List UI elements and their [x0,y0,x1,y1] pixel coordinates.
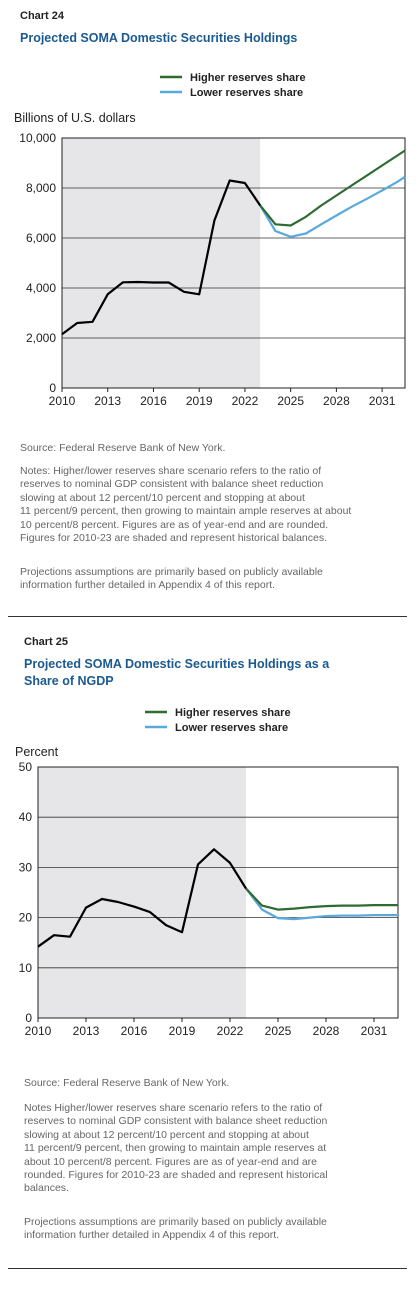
historical-shade [38,767,246,1018]
x-tick-label: 2028 [313,1024,340,1038]
notes-line: slowing at about 12 percent/10 percent a… [24,1128,309,1141]
y-tick-label: 50 [19,760,33,774]
y-tick-label: 4,000 [26,281,56,295]
projections-note: Projections assumptions are primarily ba… [20,566,410,593]
projections-line: Projections assumptions are primarily ba… [24,1216,327,1228]
legend-label-lower: Lower reserves share [175,722,288,734]
notes-line: slowing at about 12 percent/10 percent a… [20,491,305,504]
projections-note: Projections assumptions are primarily ba… [24,1216,409,1243]
chart-title: Projected SOMA Domestic Securities Holdi… [20,31,298,45]
source-text: Source: Federal Reserve Bank of New York… [20,442,226,454]
notes-block: Notes: Higher/lower reserves share scena… [20,465,410,545]
y-tick-label: 20 [19,911,33,925]
plot-frame [61,137,406,389]
notes-line: Figures for 2010-23 are shaded and repre… [20,532,328,545]
legend-label-higher: Higher reserves share [190,72,306,84]
notes-line: about 10 percent/8 percent. Figures are … [24,1155,318,1168]
x-tick-label: 2016 [121,1024,148,1038]
notes-line: Notes: Higher/lower reserves share scena… [20,465,322,477]
historical-shade [62,138,261,388]
y-axis-label: Percent [15,745,59,759]
source-text: Source: Federal Reserve Bank of New York… [24,1077,230,1089]
chart-label: Chart 25 [24,636,69,648]
y-tick-label: 8,000 [26,181,56,195]
y-tick-label: 0 [49,381,56,395]
notes-line: rounded. Figures for 2010-23 are shaded … [24,1169,328,1182]
plot-frame [37,766,399,1019]
projections-line: Projections assumptions are primarily ba… [20,566,323,578]
x-tick-label: 2019 [169,1024,196,1038]
notes-line: reserves to nominal GDP consistent with … [24,1115,328,1128]
projections-line: information further detailed in Appendix… [24,1229,280,1242]
notes-line: 11 percent/9 percent, then growing to ma… [20,505,352,518]
series-line-higher [245,887,398,911]
legend-label-lower: Lower reserves share [190,87,303,99]
y-axis-label: Billions of U.S. dollars [14,111,136,125]
series-line-lower [245,887,398,921]
divider [8,1268,407,1269]
projections-line: information further detailed in Appendix… [20,579,276,592]
notes-line: reserves to nominal GDP consistent with … [20,478,324,491]
series-line-higher [259,149,406,227]
x-tick-label: 2025 [277,394,304,408]
x-tick-label: 2022 [232,394,259,408]
y-tick-label: 2,000 [26,331,56,345]
x-tick-label: 2013 [73,1024,100,1038]
y-tick-label: 10 [19,961,33,975]
chart-title: Projected SOMA Domestic Securities Holdi… [24,657,330,688]
x-tick-label: 2031 [361,1024,388,1038]
legend-label-higher: Higher reserves share [175,707,291,719]
y-tick-label: 0 [25,1011,32,1025]
x-tick-label: 2019 [186,394,213,408]
x-tick-label: 2031 [369,394,396,408]
x-tick-label: 2010 [25,1024,52,1038]
y-tick-label: 10,000 [19,131,56,145]
notes-line: balances. [24,1182,69,1195]
chart-label: Chart 24 [20,10,65,22]
series-line-history [61,179,262,336]
divider [8,616,407,617]
notes-block: Notes Higher/lower reserves share scenar… [24,1102,409,1196]
y-tick-label: 40 [19,810,33,824]
x-tick-label: 2025 [265,1024,292,1038]
notes-line: Notes Higher/lower reserves share scenar… [24,1102,323,1114]
x-tick-label: 2028 [323,394,350,408]
notes-line: 10 percent/8 percent. Figures are as of … [20,518,329,531]
x-tick-label: 2010 [49,394,76,408]
y-tick-label: 30 [19,860,33,874]
y-tick-label: 6,000 [26,231,56,245]
series-line-lower [259,175,406,238]
series-line-history [37,848,247,948]
x-tick-label: 2013 [94,394,121,408]
x-tick-label: 2022 [217,1024,244,1038]
x-tick-label: 2016 [140,394,167,408]
notes-line: 11 percent/9 percent, then growing to ma… [24,1142,327,1155]
